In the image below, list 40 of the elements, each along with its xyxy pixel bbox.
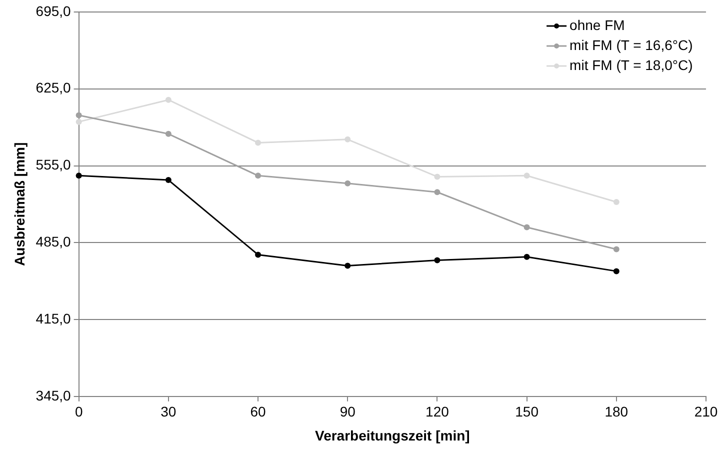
point bbox=[434, 189, 440, 196]
x-axis-title: Verarbeitungszeit [min] bbox=[315, 427, 470, 444]
y-axis-title: Ausbreitmaß [mm] bbox=[11, 142, 28, 266]
x-tick-label: 120 bbox=[426, 404, 450, 420]
point bbox=[165, 177, 172, 184]
point bbox=[255, 140, 262, 146]
x-tick-label: 180 bbox=[604, 404, 628, 420]
point bbox=[524, 254, 530, 260]
y-tick-label: 415,0 bbox=[36, 310, 72, 326]
x-tick-label: 90 bbox=[340, 404, 356, 420]
y-tick-label: 555,0 bbox=[36, 156, 72, 173]
legend-label: ohne FM bbox=[570, 16, 625, 33]
point bbox=[434, 257, 440, 264]
point bbox=[255, 172, 262, 179]
x-tick-label: 150 bbox=[515, 404, 539, 420]
legend-label: mit FM (T = 16,6°C) bbox=[570, 36, 693, 53]
legend-label: mit FM (T = 18,0°C) bbox=[570, 56, 693, 73]
x-tick-label: 30 bbox=[160, 404, 176, 420]
point bbox=[76, 118, 82, 125]
y-tick-label: 695,0 bbox=[36, 2, 72, 19]
point bbox=[524, 224, 530, 230]
point bbox=[613, 246, 620, 252]
point bbox=[344, 262, 351, 269]
y-tick-label: 345,0 bbox=[36, 387, 72, 404]
y-tick-label: 625,0 bbox=[36, 80, 72, 96]
x-tick-label: 210 bbox=[694, 404, 718, 420]
point bbox=[344, 136, 351, 142]
point bbox=[76, 172, 82, 179]
point bbox=[344, 180, 351, 186]
point bbox=[524, 172, 530, 179]
point bbox=[165, 96, 172, 103]
x-tick-label: 60 bbox=[250, 404, 266, 420]
point bbox=[165, 130, 172, 137]
x-tick-label: 0 bbox=[74, 404, 83, 420]
point bbox=[255, 252, 262, 258]
point bbox=[613, 268, 620, 274]
point bbox=[76, 112, 82, 118]
point bbox=[613, 199, 620, 206]
y-tick-label: 485,0 bbox=[36, 234, 72, 250]
point bbox=[434, 174, 440, 180]
